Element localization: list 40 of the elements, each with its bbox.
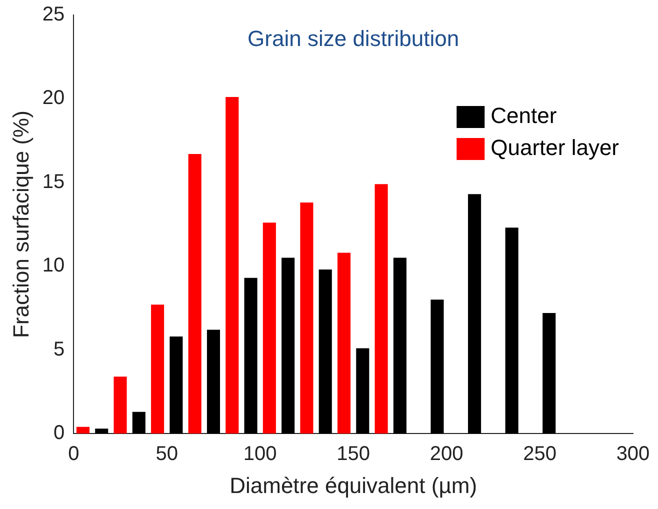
y-tick-label: 25 (42, 4, 65, 26)
y-tick-label: 10 (42, 254, 65, 277)
bar (95, 428, 108, 434)
bar (282, 258, 295, 434)
bar (188, 154, 202, 434)
y-tick-label: 0 (54, 422, 65, 444)
bar (393, 258, 406, 434)
bar (262, 222, 276, 434)
bar (76, 426, 90, 434)
bar (300, 202, 314, 434)
y-tick-label: 15 (42, 170, 65, 193)
x-axis-title: Diamètre équivalent (µm) (230, 472, 478, 498)
x-tick-label: 300 (616, 443, 650, 466)
y-tick-label: 5 (54, 338, 65, 360)
bar (170, 336, 183, 434)
y-axis-title: Fraction surfacique (%) (8, 110, 34, 338)
x-tick-label: 150 (336, 443, 370, 466)
bar (226, 97, 239, 434)
x-tick-label: 200 (430, 443, 464, 466)
legend-label: Center (490, 103, 557, 128)
text: Grain size distribution (248, 26, 460, 52)
bar (505, 228, 518, 434)
bar (542, 313, 556, 434)
x-tick-label: 100 (243, 443, 277, 466)
x-tick-label: 50 (156, 443, 178, 466)
bar (114, 376, 127, 434)
y-tick-label: 20 (42, 87, 65, 110)
bar (318, 270, 332, 434)
bar (356, 348, 370, 434)
bar (206, 330, 220, 434)
bar (132, 412, 146, 434)
legend-label: Quarter layer (490, 135, 620, 160)
bar (374, 184, 388, 434)
bar (337, 252, 351, 434)
x-tick-label: 250 (523, 443, 556, 466)
bar (244, 278, 258, 434)
x-tick-label: 0 (68, 443, 80, 466)
bar (468, 194, 482, 434)
bar (151, 304, 164, 434)
bar (430, 300, 444, 434)
